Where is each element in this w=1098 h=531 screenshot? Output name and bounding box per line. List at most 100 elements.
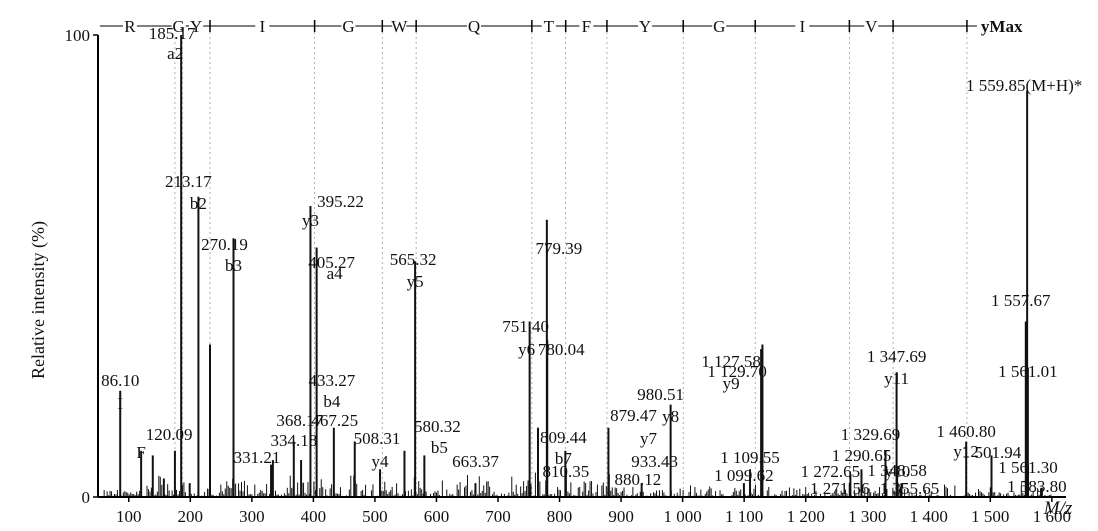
sequence-residue: Q — [468, 17, 480, 36]
peak-ion-label: y11 — [884, 369, 909, 388]
peak-mz-label: 185.17 — [149, 24, 196, 43]
peak-mz-label: 810.35 — [543, 462, 590, 481]
residue-label-background — [541, 16, 556, 34]
x-tick-label: 200 — [178, 507, 204, 526]
sequence-residue: G — [713, 17, 725, 36]
y-axis-ticks: 0 100 — [65, 26, 98, 507]
peak-mz-label: 334.18 — [271, 431, 318, 450]
peak-mz-label: 120.09 — [146, 425, 193, 444]
x-tick-label: 1 200 — [787, 507, 825, 526]
sequence-residue: G — [172, 17, 184, 36]
residue-label-background — [712, 16, 727, 34]
peak-ion-label: y9 — [723, 374, 740, 393]
peak-mz-label: 1 355.65 — [880, 479, 940, 498]
residue-label-background — [579, 16, 594, 34]
residue-label-background — [638, 16, 653, 34]
peak-ion-label: b4 — [323, 392, 341, 411]
y-axis-label: Relative intensity (%) — [28, 221, 49, 379]
peak-mz-label: 467.25 — [311, 411, 358, 430]
residue-label-background — [795, 16, 810, 34]
peak-ion-label: y4 — [372, 452, 390, 471]
peak-mz-label: 395.22 — [317, 192, 364, 211]
residue-label-background — [255, 16, 270, 34]
peak-mz-label: 86.10 — [101, 371, 139, 390]
sequence-residue: T — [544, 17, 555, 36]
peak-mz-label: 368.17 — [276, 411, 323, 430]
peak-mz-label: 1 501.94 — [962, 443, 1022, 462]
x-tick-label: 1 000 — [663, 507, 701, 526]
peak-mz-label: 331.21 — [234, 448, 281, 467]
residue-label-background — [171, 16, 186, 34]
peak-mz-label: 1 557.67 — [991, 291, 1051, 310]
residue-label-background — [392, 16, 407, 34]
peak-mz-label: 1 129.70 — [707, 362, 767, 381]
x-tick-label: 600 — [424, 507, 450, 526]
peak-ion-label: b5 — [431, 438, 448, 457]
spectrum-peaks — [119, 35, 1043, 497]
sequence-residue: R — [124, 17, 136, 36]
peak-ion-label: y5 — [407, 272, 424, 291]
peak-mz-label: 1 099.62 — [714, 466, 774, 485]
peak-mz-label: 751.40 — [502, 317, 549, 336]
peak-mz-label: 1 561.30 — [998, 458, 1058, 477]
peak-mz-label: 405.27 — [308, 253, 355, 272]
x-tick-label: 1 100 — [725, 507, 763, 526]
x-tick-label: 900 — [608, 507, 634, 526]
peak-ion-label: y3 — [302, 211, 319, 230]
y-tick-label: 0 — [82, 488, 91, 507]
peak-mz-label: 663.37 — [452, 452, 499, 471]
residue-label-background — [189, 16, 204, 34]
sequence-residue: V — [865, 17, 878, 36]
peak-ion-label: y12 — [953, 442, 979, 461]
sequence-residue: G — [342, 17, 354, 36]
sequence-end-label: yMax — [981, 17, 1023, 36]
y-tick-label: 100 — [65, 26, 91, 45]
x-tick-label: 800 — [547, 507, 573, 526]
peak-mz-label: 213.17 — [165, 172, 212, 191]
peak-mz-label: 1 460.80 — [936, 422, 996, 441]
peak-mz-label: 1 109.55 — [720, 448, 780, 467]
peak-ion-label: y10 — [885, 462, 911, 481]
peak-mz-label: 809.44 — [540, 428, 587, 447]
peak-mz-label: 1 127.58 — [701, 352, 761, 371]
peak-mz-label: 508.31 — [354, 429, 401, 448]
peak-ion-label: y6 — [518, 340, 535, 359]
peak-ion-label: y8 — [662, 407, 679, 426]
sequence-residue: Y — [190, 17, 202, 36]
peak-ion-label: I — [117, 394, 123, 413]
peak-mz-label: 1 271.56 — [810, 479, 870, 498]
peak-mz-label: 1 348.58 — [867, 461, 927, 480]
sequence-residue: Y — [639, 17, 651, 36]
peak-mz-label: 780.04 — [538, 340, 585, 359]
peak-mz-label: 1 583.80 — [1007, 477, 1067, 496]
residue-label-background — [122, 16, 137, 34]
x-tick-label: 100 — [116, 507, 142, 526]
x-tick-label: 1 600 — [1033, 507, 1071, 526]
peak-mz-label: 879.47 — [610, 406, 657, 425]
axes — [97, 35, 1066, 498]
peak-ion-label: b3 — [225, 256, 242, 275]
peak-mz-label: 565.32 — [390, 250, 437, 269]
sequence-residue: I — [799, 17, 805, 36]
residue-label-background — [864, 16, 879, 34]
peak-mz-label: 779.39 — [535, 239, 582, 258]
peak-mz-label: 1 347.69 — [867, 347, 927, 366]
x-tick-label: 500 — [362, 507, 388, 526]
x-tick-label: 400 — [301, 507, 327, 526]
peak-mz-label: 933.43 — [631, 452, 678, 471]
peak-mz-label: 1 561.01 — [998, 362, 1058, 381]
sequence-residue: F — [582, 17, 591, 36]
x-tick-label: 1 500 — [971, 507, 1009, 526]
sequence-residue: W — [391, 17, 408, 36]
x-axis-ticks: 100 200 300 400 500 600 700 800 900 1 000 1 100 1 2… — [116, 497, 1071, 526]
peak-ion-label: a2 — [167, 44, 183, 63]
sequence-residue: I — [259, 17, 265, 36]
x-tick-label: 1 400 — [910, 507, 948, 526]
x-axis-label: M/z — [1043, 498, 1073, 519]
x-tick-label: 300 — [239, 507, 265, 526]
peak-mz-label: 1 329.69 — [841, 425, 901, 444]
residue-label-background — [467, 16, 481, 34]
peak-ion-label: F — [136, 443, 145, 462]
